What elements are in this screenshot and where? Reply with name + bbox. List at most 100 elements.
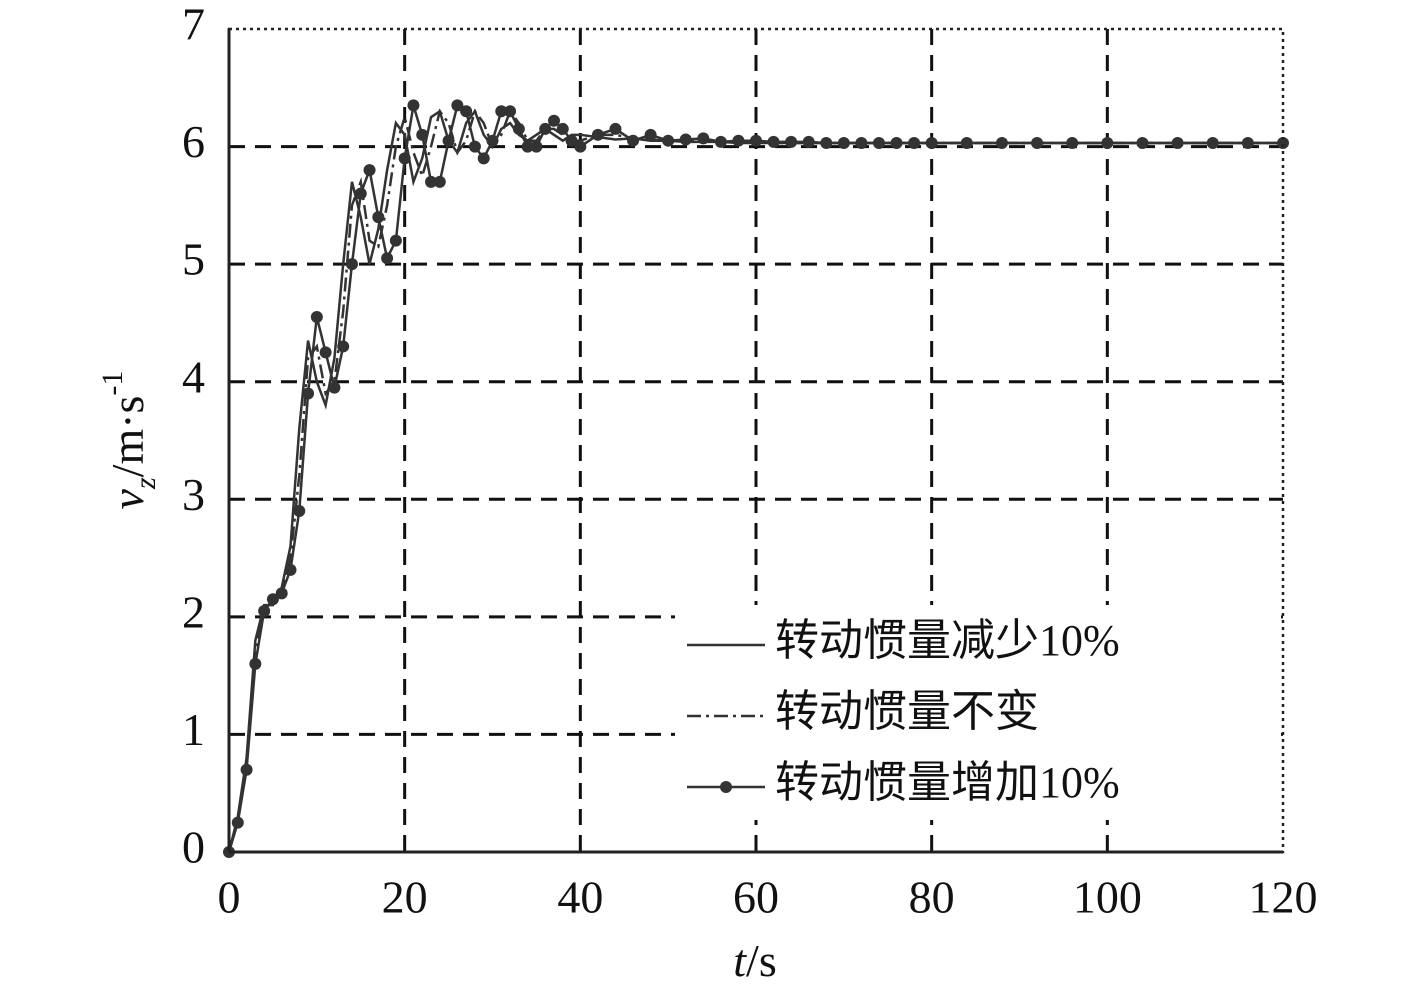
- y-label-var: v: [102, 488, 153, 509]
- y-tick-label: 7: [182, 0, 205, 50]
- x-tick-label: 120: [1249, 872, 1318, 923]
- legend-label: 转动惯量减少10%: [775, 616, 1120, 665]
- series-marker: [960, 137, 973, 150]
- series-marker: [644, 128, 657, 141]
- series-marker: [389, 234, 402, 247]
- series-marker: [258, 604, 271, 617]
- series-marker: [565, 134, 578, 147]
- series-marker: [679, 133, 692, 146]
- series-marker: [872, 137, 885, 150]
- x-tick-label: 80: [909, 872, 955, 923]
- series-marker: [697, 132, 710, 145]
- series-marker: [345, 258, 358, 271]
- series-marker: [714, 135, 727, 148]
- series-marker: [442, 134, 455, 147]
- x-label-unit: /s: [746, 935, 777, 986]
- series-marker: [354, 187, 367, 200]
- series-marker: [302, 387, 315, 400]
- series-marker: [1241, 137, 1254, 150]
- series-marker: [1206, 137, 1219, 150]
- series-marker: [249, 657, 262, 670]
- x-tick-label: 60: [733, 872, 779, 923]
- series-marker: [767, 135, 780, 148]
- series-marker: [231, 816, 244, 829]
- series-marker: [890, 137, 903, 150]
- series-marker: [284, 563, 297, 576]
- series-marker: [1277, 137, 1289, 150]
- series-marker: [460, 105, 473, 118]
- series-marker: [468, 140, 481, 153]
- plot-area: [223, 99, 1289, 858]
- series-marker: [495, 105, 508, 118]
- series-marker: [398, 152, 411, 165]
- series-marker: [451, 99, 464, 112]
- series-marker: [908, 137, 921, 150]
- y-label-unit: /m·s: [102, 396, 153, 478]
- series-marker: [530, 140, 543, 153]
- series-marker: [275, 587, 288, 600]
- series-marker: [662, 134, 675, 147]
- series-marker: [732, 134, 745, 147]
- series-marker: [855, 137, 868, 150]
- series-marker: [328, 381, 341, 394]
- series-marker: [416, 128, 429, 141]
- series-marker: [337, 340, 350, 353]
- series-marker: [407, 99, 420, 112]
- y-axis-label: vz/m·s-1: [96, 371, 162, 510]
- series-marker: [1136, 137, 1149, 150]
- series-marker: [1066, 137, 1079, 150]
- x-label-var: t: [733, 935, 747, 986]
- series-marker: [486, 134, 499, 147]
- series-marker: [433, 175, 446, 188]
- y-tick-label: 4: [182, 351, 205, 402]
- series-marker: [547, 114, 560, 127]
- legend-box: [675, 605, 1281, 820]
- series-marker: [995, 137, 1008, 150]
- y-tick-label: 6: [182, 116, 205, 167]
- x-axis-label: t/s: [733, 935, 776, 986]
- x-tick-label: 20: [382, 872, 428, 923]
- series-marker: [627, 134, 640, 147]
- series-marker: [1171, 137, 1184, 150]
- y-tick-label: 2: [182, 586, 205, 637]
- legend-label: 转动惯量增加10%: [775, 758, 1120, 807]
- series-marker: [310, 311, 323, 324]
- x-tick-label: 100: [1073, 872, 1142, 923]
- y-tick-label: 5: [182, 234, 205, 285]
- series-marker: [363, 164, 376, 177]
- series-marker: [539, 122, 552, 135]
- x-tick-label: 0: [218, 872, 241, 923]
- series-marker: [477, 152, 490, 165]
- series-marker: [521, 140, 534, 153]
- series-marker: [750, 134, 762, 147]
- legend-label: 转动惯量不变: [775, 687, 1039, 736]
- x-tick-label: 40: [557, 872, 603, 923]
- series-marker: [512, 122, 525, 135]
- series-marker: [556, 122, 569, 135]
- series-marker: [425, 175, 438, 188]
- series-marker: [1031, 137, 1044, 150]
- y-tick-label: 3: [182, 469, 205, 520]
- series-marker: [240, 763, 253, 776]
- y-label-sup: -1: [96, 371, 129, 396]
- series-marker: [820, 137, 833, 150]
- series-marker: [372, 211, 385, 224]
- series-marker: [802, 135, 815, 148]
- series-marker: [319, 346, 332, 359]
- series-marker: [609, 122, 622, 135]
- series-marker: [381, 252, 394, 265]
- series-marker: [574, 140, 587, 153]
- series-marker: [591, 128, 604, 141]
- y-label-sub: z: [129, 477, 162, 490]
- y-tick-label: 0: [182, 822, 205, 873]
- legend-marker: [720, 781, 732, 793]
- series-marker: [504, 105, 517, 118]
- series-marker: [293, 505, 306, 518]
- series-marker: [1101, 137, 1114, 150]
- series-marker: [266, 593, 279, 606]
- y-tick-label: 1: [182, 704, 205, 755]
- series-marker: [925, 137, 938, 150]
- series-marker: [837, 137, 850, 150]
